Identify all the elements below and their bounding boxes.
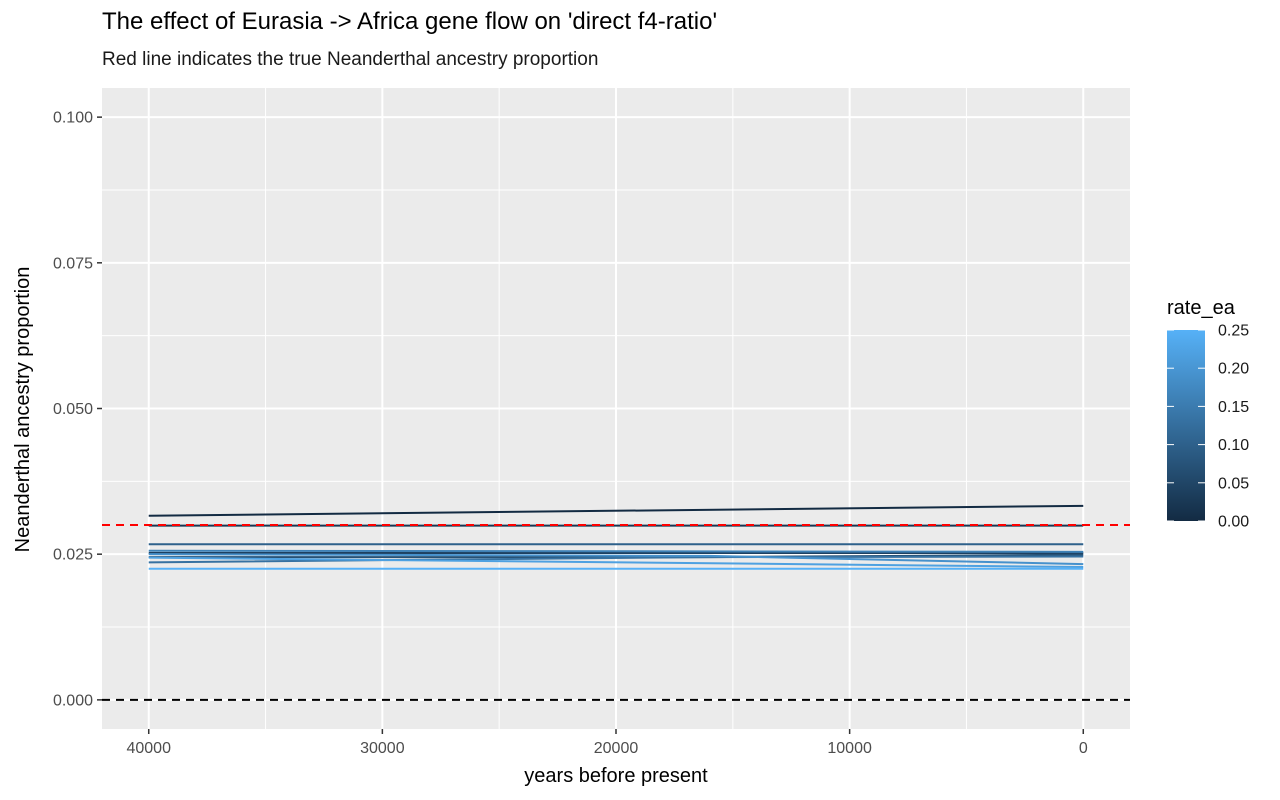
legend-label: 0.15 [1218, 399, 1249, 416]
y-tick-label: 0.025 [53, 547, 93, 564]
x-axis-title: years before present [524, 765, 708, 787]
series-line [148, 549, 1084, 553]
color-bar [1167, 330, 1205, 521]
series-line [148, 504, 1084, 517]
legend-label: 0.25 [1218, 323, 1249, 340]
legend-label: 0.20 [1218, 361, 1249, 378]
y-tick-label: 0.050 [53, 401, 93, 418]
y-tick-label: 0.000 [53, 692, 93, 709]
legend-title: rate_ea [1167, 297, 1236, 319]
series-line [148, 556, 1084, 568]
legend-label: 0.00 [1218, 514, 1249, 531]
chart-subtitle: Red line indicates the true Neanderthal … [102, 49, 599, 70]
x-tick-label: 40000 [126, 740, 171, 757]
chart-title: The effect of Eurasia -> Africa gene flo… [102, 8, 718, 35]
series-line [148, 555, 1084, 564]
legend-label: 0.10 [1218, 437, 1249, 454]
y-tick-label: 0.100 [53, 110, 93, 127]
x-tick-label: 30000 [360, 740, 405, 757]
legend-label: 0.05 [1218, 475, 1249, 492]
x-tick-label: 10000 [827, 740, 872, 757]
x-tick-label: 20000 [594, 740, 639, 757]
y-tick-label: 0.075 [53, 255, 93, 272]
series-line [148, 553, 1084, 566]
x-tick-label: 0 [1079, 740, 1088, 757]
y-axis-title: Neanderthal ancestry proportion [12, 267, 34, 553]
